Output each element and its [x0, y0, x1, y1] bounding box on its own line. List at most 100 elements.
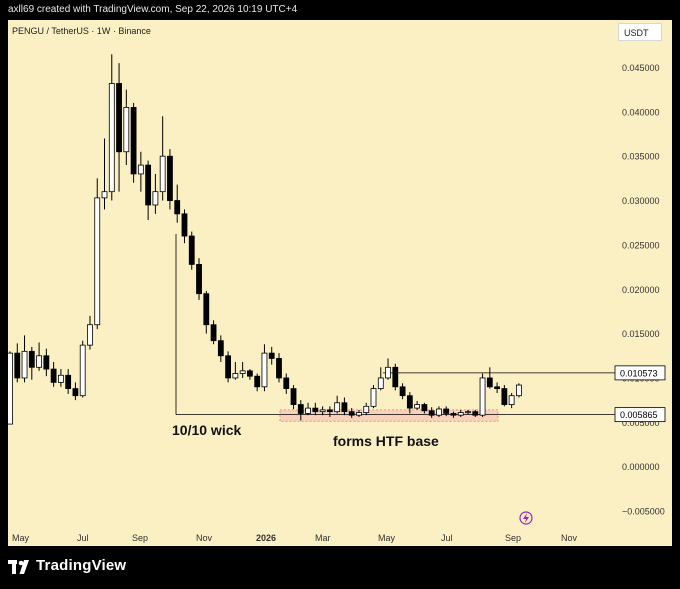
bear-candle-body [268, 352, 275, 359]
bull-candle-body [334, 402, 341, 413]
candle [87, 315, 93, 350]
candle [428, 407, 435, 418]
candle [305, 402, 311, 416]
candle [341, 397, 348, 416]
bear-candle-body [290, 388, 297, 405]
y-tick-label: 0.020000 [622, 285, 660, 295]
price-chart[interactable]: 10/10 wick forms HTF base 0.045000 0.04000… [8, 20, 672, 546]
bull-candle-body [370, 388, 377, 407]
candle [232, 361, 239, 380]
bear-candle-body [72, 388, 79, 397]
x-tick-label: May [12, 533, 30, 543]
candle [123, 89, 130, 166]
candle [239, 361, 246, 378]
candle [370, 385, 377, 409]
candle [217, 335, 224, 362]
lightning-icon-ring [519, 511, 533, 525]
bear-candle-body [225, 355, 232, 379]
candle [57, 369, 64, 387]
footer-bar: TradingView [0, 546, 680, 589]
candle [247, 369, 253, 380]
support-zone [279, 409, 499, 422]
candle [210, 320, 217, 345]
bear-candle-body [210, 324, 217, 342]
candle [283, 373, 290, 394]
tradingview-logo-icon[interactable] [8, 560, 32, 576]
annotation-base: forms HTF base [333, 433, 439, 449]
candle [159, 116, 166, 201]
x-tick-label: Sep [132, 533, 148, 543]
candle [36, 342, 42, 371]
bull-candle-body [21, 350, 28, 379]
candle [326, 406, 333, 417]
bull-candle-body [465, 411, 471, 414]
chart-panel[interactable]: 10/10 wick forms HTF base 0.045000 0.04000… [8, 20, 672, 546]
bull-candle-body [385, 366, 391, 379]
candle [348, 408, 355, 418]
candle [406, 392, 413, 414]
y-tick-label: 0.035000 [622, 152, 660, 162]
candle [137, 151, 144, 192]
bear-candle-body [348, 411, 355, 416]
bear-candle-body [312, 407, 319, 413]
bull-candle-body [8, 352, 13, 425]
x-tick-label: Jul [441, 533, 453, 543]
candle [465, 409, 471, 415]
bull-candle-body [457, 412, 464, 416]
bull-candle-body [377, 377, 384, 389]
bull-candle-body [305, 407, 311, 414]
bear-candle-body [254, 375, 261, 388]
candle [174, 184, 181, 223]
symbol-title[interactable]: PENGU / TetherUS · 1W · Binance [12, 26, 151, 36]
bear-candle-body [501, 388, 508, 405]
bear-candle-body [65, 374, 72, 389]
bear-candle-body [188, 235, 195, 265]
candle [108, 54, 115, 201]
bear-candle-body [326, 409, 333, 413]
bull-candle-body [436, 408, 442, 416]
bear-candle-body [50, 368, 57, 383]
bull-candle-body [101, 191, 108, 199]
x-tick-label: Nov [196, 533, 213, 543]
bull-candle-body [356, 412, 362, 416]
bull-candle-body [508, 395, 515, 405]
lightning-icon[interactable] [519, 511, 533, 525]
bear-candle-body [174, 200, 181, 215]
candle [436, 406, 442, 417]
candle [145, 160, 152, 221]
candle [472, 409, 479, 417]
bull-candle-body [159, 155, 166, 193]
candle [515, 383, 522, 398]
bull-candle-body [232, 373, 239, 379]
bear-candle-body [406, 395, 413, 409]
candle [486, 367, 493, 389]
y-tick-label: 0.030000 [622, 196, 660, 206]
bear-candle-body [392, 366, 399, 388]
candle [72, 382, 79, 401]
candle [50, 361, 57, 387]
y-tick-label: 0.015000 [622, 329, 660, 339]
currency-badge[interactable]: USDT [618, 23, 662, 41]
x-tick-label: 2026 [256, 533, 276, 543]
candle [479, 373, 486, 417]
candle [261, 344, 268, 392]
candle [334, 395, 341, 414]
x-tick-label: Mar [315, 533, 331, 543]
candle [363, 402, 370, 416]
bear-candle-body [494, 386, 500, 389]
candle [385, 358, 391, 380]
bear-candle-body [217, 340, 224, 357]
candle [450, 411, 457, 418]
candle [225, 351, 232, 383]
candle [188, 231, 195, 270]
bear-candle-body [283, 377, 290, 389]
bear-candle-body [443, 408, 450, 414]
tradingview-brand[interactable]: TradingView [36, 557, 127, 574]
bull-candle-body [261, 352, 268, 388]
bull-candle-body [87, 324, 93, 346]
candle [421, 402, 428, 414]
attribution-bar: axll69 created with TradingView.com, Sep… [0, 0, 680, 20]
bull-candle-body [319, 409, 326, 413]
candle [8, 351, 13, 425]
